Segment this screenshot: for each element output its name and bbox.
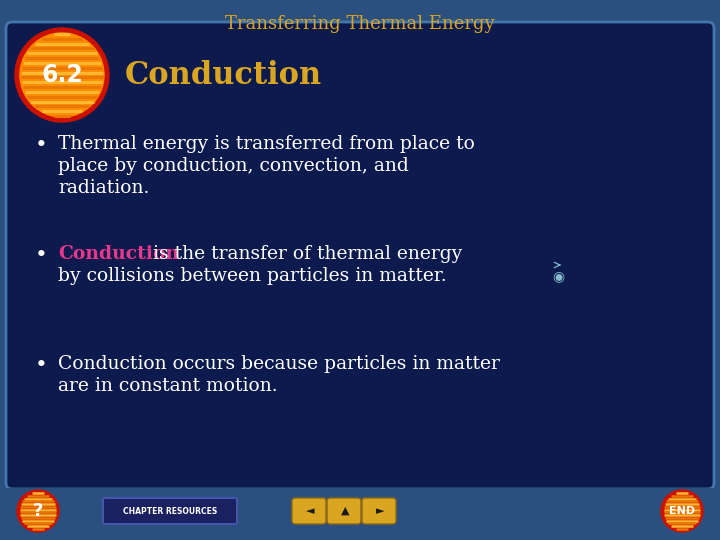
Bar — [0, 488, 720, 540]
Text: •: • — [35, 355, 48, 375]
Text: ▲: ▲ — [341, 506, 349, 516]
Text: ◄: ◄ — [306, 506, 314, 516]
Text: Conduction: Conduction — [58, 245, 179, 263]
Circle shape — [20, 33, 104, 117]
Text: are in constant motion.: are in constant motion. — [58, 377, 278, 395]
FancyBboxPatch shape — [292, 498, 326, 524]
Text: •: • — [35, 135, 48, 155]
FancyBboxPatch shape — [103, 498, 237, 524]
Text: Conduction occurs because particles in matter: Conduction occurs because particles in m… — [58, 355, 500, 373]
FancyBboxPatch shape — [362, 498, 396, 524]
Text: by collisions between particles in matter.: by collisions between particles in matte… — [58, 267, 446, 285]
Text: Transferring Thermal Energy: Transferring Thermal Energy — [225, 15, 495, 33]
FancyBboxPatch shape — [327, 498, 361, 524]
Text: is the transfer of thermal energy: is the transfer of thermal energy — [147, 245, 462, 263]
Text: radiation.: radiation. — [58, 179, 149, 197]
Text: CHAPTER RESOURCES: CHAPTER RESOURCES — [123, 507, 217, 516]
Text: 6.2: 6.2 — [41, 63, 83, 87]
Text: ►: ► — [376, 506, 384, 516]
Text: place by conduction, convection, and: place by conduction, convection, and — [58, 157, 409, 175]
Text: ◉: ◉ — [552, 269, 564, 283]
Circle shape — [15, 28, 109, 122]
Text: •: • — [35, 245, 48, 265]
Text: END: END — [669, 506, 695, 516]
FancyBboxPatch shape — [6, 22, 714, 489]
Text: ?: ? — [33, 502, 43, 520]
Text: Conduction: Conduction — [125, 59, 323, 91]
Circle shape — [17, 490, 59, 532]
Text: Thermal energy is transferred from place to: Thermal energy is transferred from place… — [58, 135, 475, 153]
Circle shape — [661, 490, 703, 532]
